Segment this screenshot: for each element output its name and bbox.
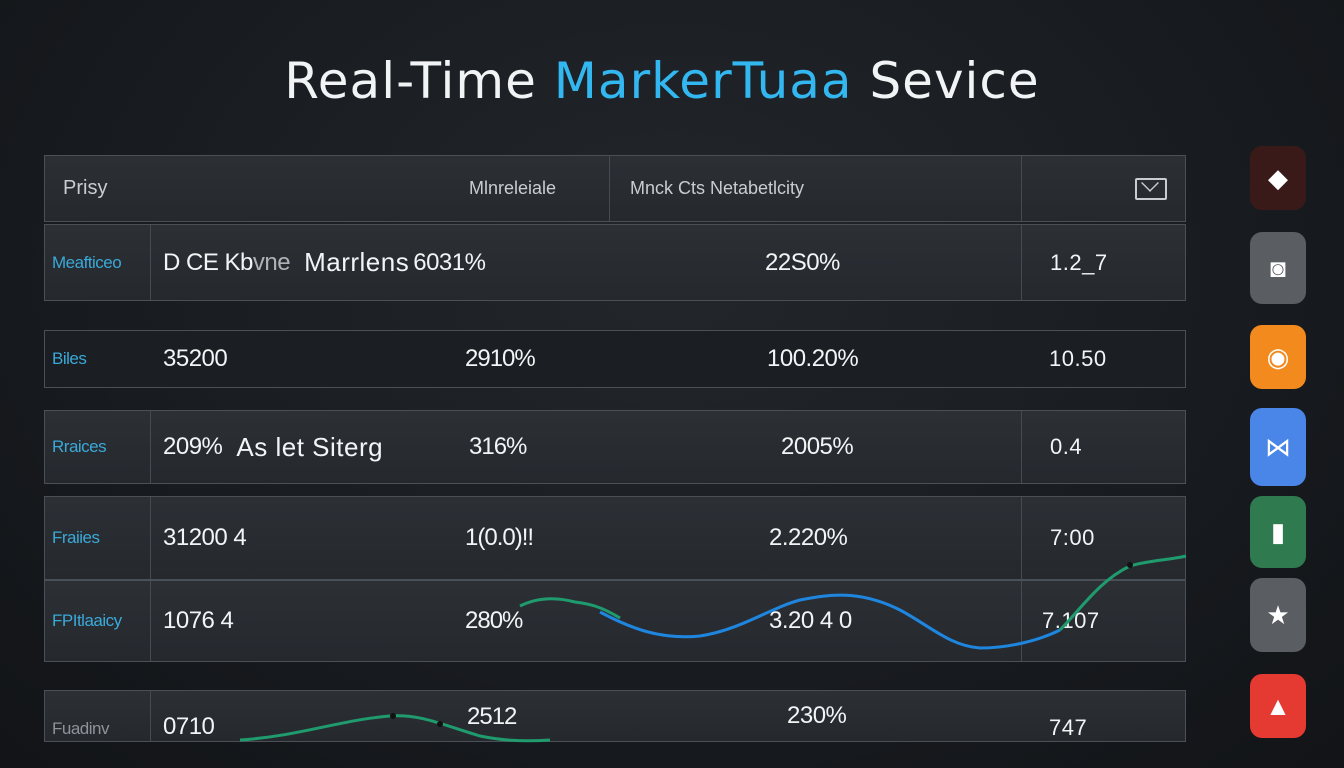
sidebar-item-image[interactable]: ▲ [1250, 674, 1306, 738]
sidebar-item-photo[interactable]: ◙ [1250, 232, 1306, 304]
row-change: 2.220% [769, 524, 848, 551]
sidebar-item-star[interactable]: ★ [1250, 578, 1306, 652]
row-change: 3.20 4 0 [769, 607, 852, 634]
row-value: 747 [1049, 715, 1088, 740]
table-row[interactable]: Fuadinv 0710 2512 230% 747 [44, 690, 1186, 742]
star-icon: ★ [1266, 599, 1290, 630]
row-change: 100.20% [767, 345, 859, 372]
sidebar-item-mouse[interactable]: ▮ [1250, 496, 1306, 568]
chat-icon: ◉ [1266, 341, 1290, 372]
table-row[interactable]: Biles 35200 2910% 100.20% 10.50 [44, 330, 1186, 388]
image-icon: ▲ [1265, 690, 1291, 721]
row-value: 10.50 [1049, 346, 1107, 371]
sidebar-item-chat[interactable]: ◉ [1250, 325, 1306, 389]
sidebar-item-bowtie[interactable]: ⋈ [1250, 408, 1306, 486]
row-name: D CE Kb vne Marrlens 6031% [163, 247, 486, 277]
header-volatility[interactable]: Mnck Cts Netabetlcity [609, 156, 804, 221]
row-value: 1.2_7 [1021, 225, 1187, 300]
mouse-icon: ▮ [1270, 516, 1286, 547]
row-market: 316% [469, 433, 527, 460]
row-value: 7.107 [1021, 581, 1187, 661]
header-price[interactable]: Prisy [63, 177, 108, 199]
row-label: Rraices [45, 411, 151, 483]
page-title: Real-Time MarkerTuaa Sevice [284, 52, 1040, 110]
bowtie-icon: ⋈ [1265, 431, 1291, 462]
row-change: 22S0% [765, 248, 840, 276]
row-value: 7:00 [1021, 497, 1187, 579]
mail-icon[interactable] [1135, 177, 1167, 200]
row-price: 1076 4 [163, 607, 234, 634]
row-label: Fraiies [45, 497, 151, 579]
table-row[interactable]: Meafticeo D CE Kb vne Marrlens 6031% 22S0% … [44, 224, 1186, 301]
sidebar-item-diamond[interactable]: ◆ [1250, 146, 1306, 210]
row-label: Biles [52, 349, 87, 368]
title-accent: MarkerTuaa [553, 52, 853, 110]
row-market: 2910% [465, 345, 536, 372]
header-mail-cell [1021, 156, 1187, 221]
row-change: 2005% [781, 433, 854, 460]
row-change: 230% [787, 702, 847, 729]
row-market: 280% [465, 607, 523, 634]
photo-icon: ◙ [1270, 252, 1286, 283]
table-header: Prisy Mlnreleiale Mnck Cts Netabetlcity [44, 155, 1186, 222]
row-price: 0710 [163, 713, 215, 740]
row-value: 0.4 [1021, 411, 1187, 483]
header-market[interactable]: Mlnreleiale [469, 178, 557, 198]
row-market: 1(0.0)!! [465, 524, 534, 551]
row-price: 35200 [163, 345, 228, 372]
row-price: 31200 4 [163, 524, 247, 551]
table-row[interactable]: Fraiies 31200 4 1(0.0)!! 2.220% 7:00 [44, 496, 1186, 580]
row-market: 2512 [467, 703, 517, 730]
row-label: FPItlaaicy [45, 581, 151, 661]
table-row[interactable]: FPItlaaicy 1076 4 280% 3.20 4 0 7.107 [44, 580, 1186, 662]
row-label: Meafticeo [45, 225, 151, 300]
diamond-icon: ◆ [1268, 162, 1288, 193]
row-label: Fuadinv [45, 691, 151, 741]
row-name: 209% As let Siterg [163, 431, 384, 462]
table-row[interactable]: Rraices 209% As let Siterg 316% 2005% 0.4 [44, 410, 1186, 484]
